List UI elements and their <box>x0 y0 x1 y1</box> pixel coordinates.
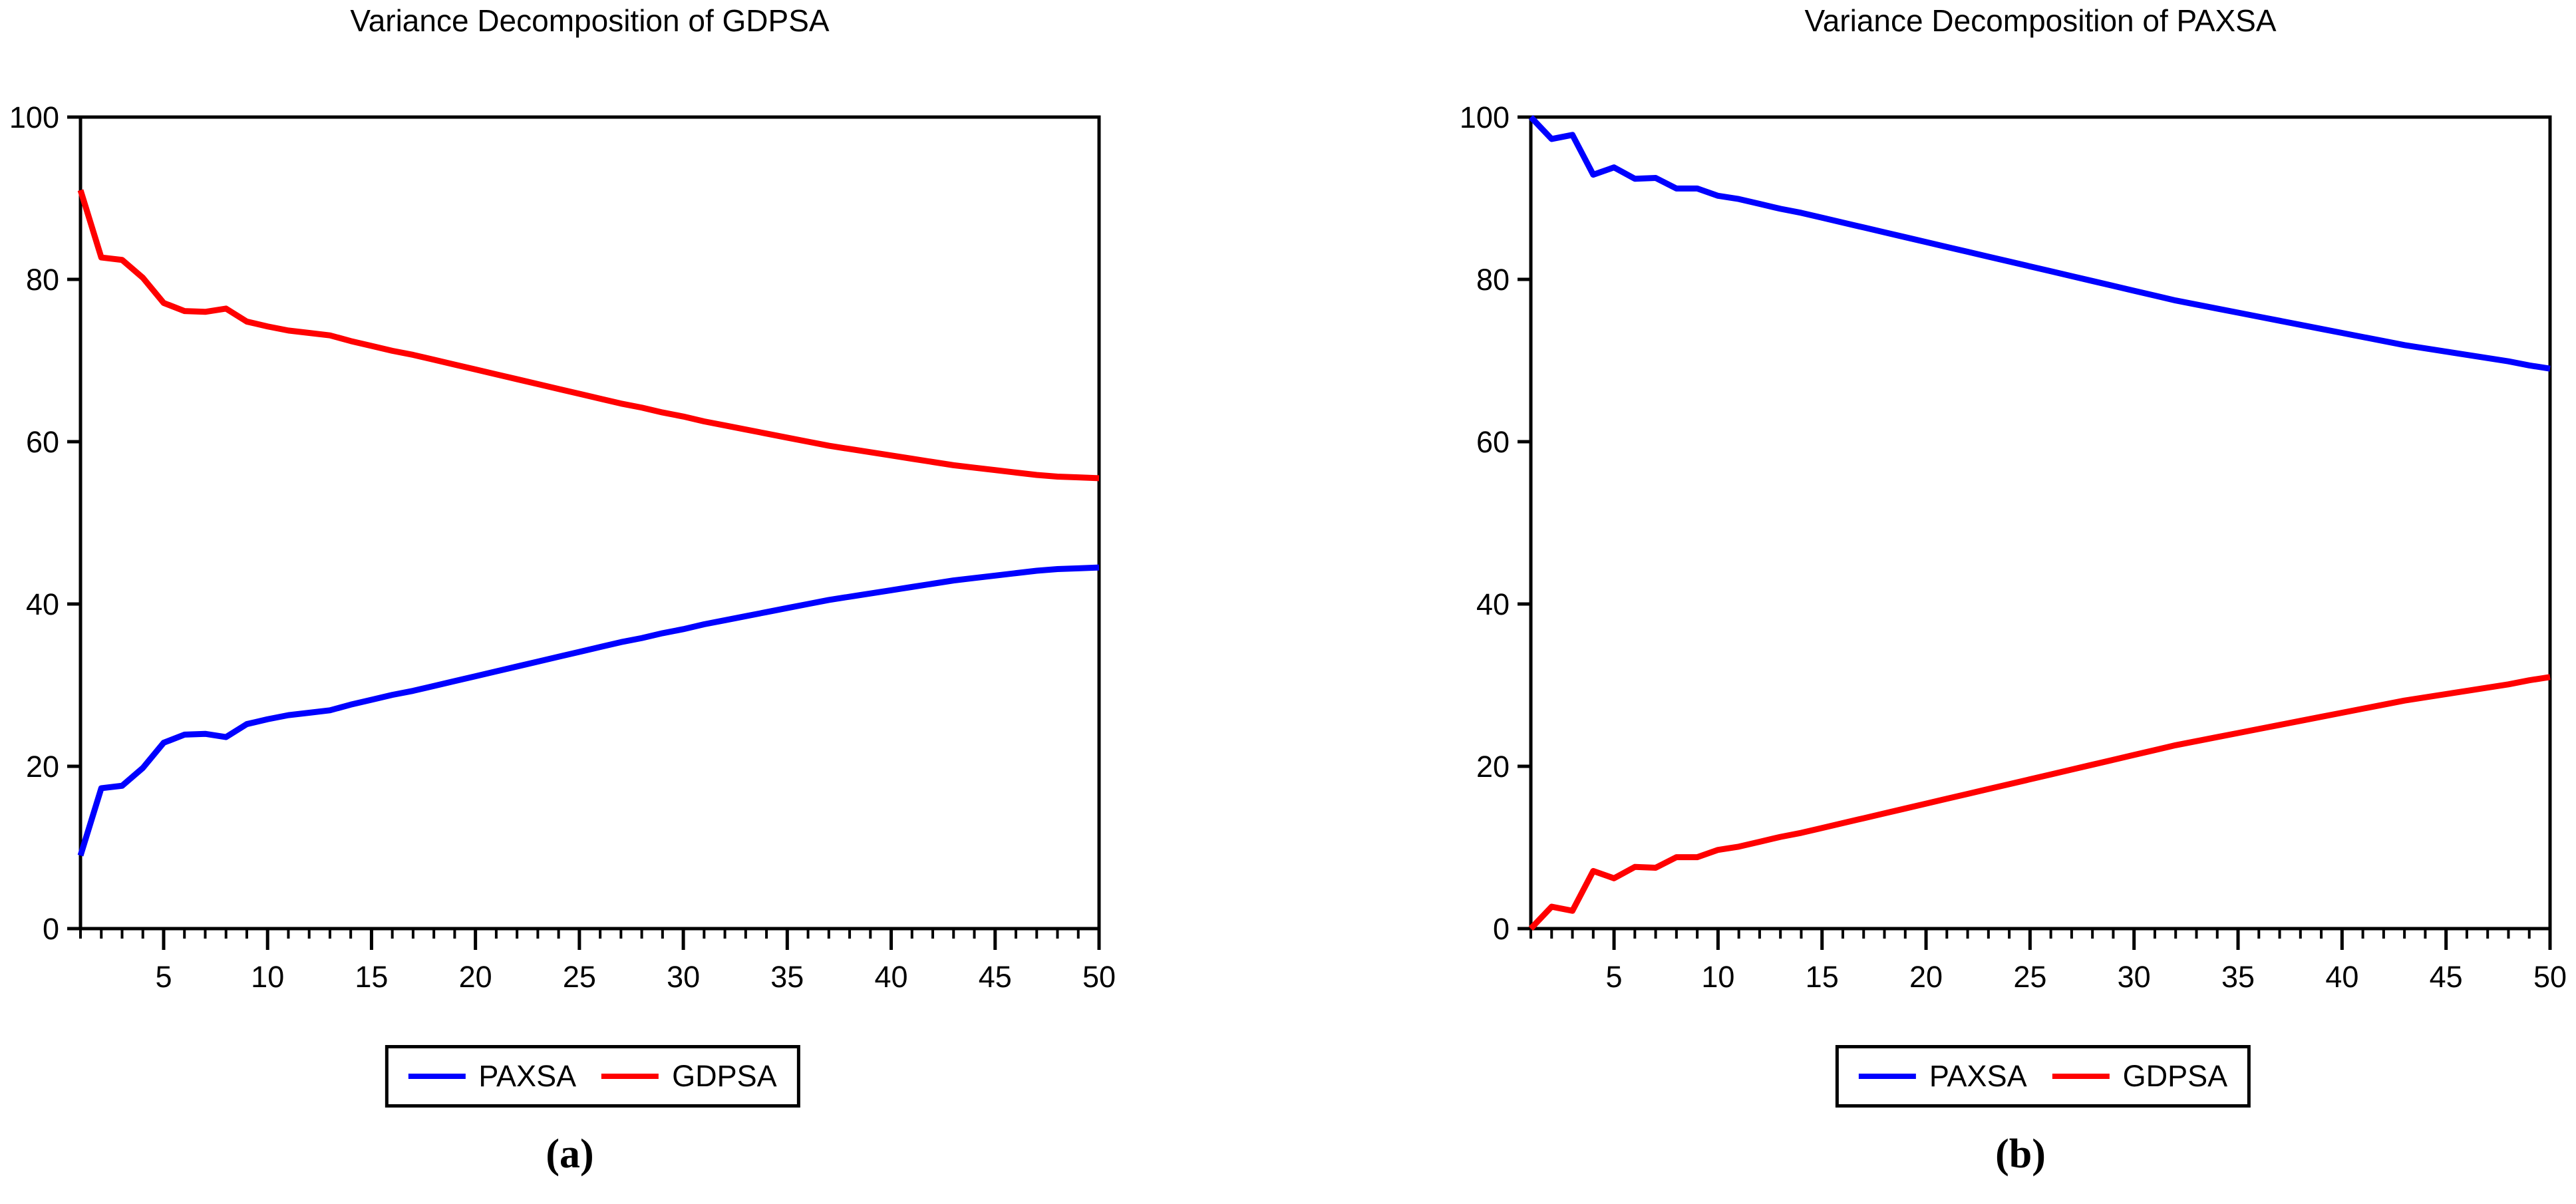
y-axis-label: 60 <box>1476 425 1510 459</box>
legend-label-gdpsa: GDPSA <box>672 1059 777 1093</box>
x-axis-label: 5 <box>1606 960 1623 994</box>
y-axis-label: 20 <box>26 750 59 784</box>
gdpsa-line <box>1528 674 2551 931</box>
legend-label-paxsa: PAXSA <box>478 1059 577 1093</box>
x-axis-label: 5 <box>155 960 172 994</box>
y-axis-label: 80 <box>1476 263 1510 297</box>
x-axis-label: 30 <box>2118 960 2151 994</box>
y-axis-label: 40 <box>1476 587 1510 621</box>
x-axis-label: 25 <box>2013 960 2046 994</box>
x-axis-label: 50 <box>1082 960 1116 994</box>
plot-area-paxsa: 0 20 40 60 80 100 5 10 15 20 25 30 35 40 45 50 <box>1460 100 2567 994</box>
paxsa-line-swatch <box>408 1074 466 1079</box>
x-axis-label: 25 <box>563 960 596 994</box>
gdpsa-line-swatch <box>2052 1074 2110 1079</box>
y-axis-label: 80 <box>26 263 59 297</box>
legend-item-gdpsa: GDPSA <box>601 1059 777 1094</box>
subfigure-caption-b: (b) <box>1995 1131 2046 1177</box>
y-axis-label: 100 <box>1460 100 1510 134</box>
paxsa-line-swatch <box>1858 1074 1916 1079</box>
x-axis-label: 15 <box>1806 960 1839 994</box>
legend-item-paxsa: PAXSA <box>1858 1059 2027 1094</box>
x-axis-label: 20 <box>1909 960 1943 994</box>
legend-label-paxsa: PAXSA <box>1929 1059 2027 1093</box>
x-axis-label: 10 <box>1701 960 1734 994</box>
y-axis-label: 100 <box>9 100 59 134</box>
paxsa-line <box>1528 114 2551 372</box>
chart-paxsa: Variance Decomposition of PAXSA 0 20 40 60 8… <box>1288 0 2576 1204</box>
x-axis-label: 10 <box>251 960 284 994</box>
x-axis-label: 35 <box>2221 960 2255 994</box>
y-axis-label: 20 <box>1476 750 1510 784</box>
legend-paxsa: PAXSA GDPSA <box>1835 1045 2251 1108</box>
x-axis-label: 40 <box>2325 960 2358 994</box>
x-axis-label: 45 <box>2430 960 2463 994</box>
legend-item-gdpsa: GDPSA <box>2052 1059 2228 1094</box>
x-axis-label: 35 <box>770 960 804 994</box>
chart-title-paxsa: Variance Decomposition of PAXSA <box>1804 3 2277 38</box>
plot-frame <box>79 115 1101 931</box>
gdpsa-line-swatch <box>601 1074 659 1079</box>
x-axis-label: 50 <box>2533 960 2567 994</box>
y-axis-label: 40 <box>26 587 59 621</box>
plot-frame <box>1529 115 2552 931</box>
x-axis-label: 20 <box>459 960 492 994</box>
paxsa-line <box>77 564 1100 857</box>
legend-item-paxsa: PAXSA <box>408 1059 576 1094</box>
x-axis-label: 45 <box>979 960 1012 994</box>
y-axis-label: 60 <box>26 425 59 459</box>
chart-title-gdpsa: Variance Decomposition of GDPSA <box>350 3 830 38</box>
x-axis-label: 15 <box>355 960 388 994</box>
chart-gdpsa: Variance Decomposition of GDPSA 0 20 40 60 8… <box>9 3 1116 1177</box>
subfigure-caption-a: (a) <box>546 1131 594 1177</box>
x-axis-label: 40 <box>875 960 908 994</box>
legend-gdpsa: PAXSA GDPSA <box>385 1045 800 1108</box>
plot-area-gdpsa: 0 20 40 60 80 100 5 10 15 20 25 30 35 40 45 50 <box>9 100 1116 994</box>
legend-label-gdpsa: GDPSA <box>2122 1059 2228 1093</box>
y-axis-label: 0 <box>43 912 59 946</box>
x-axis-label: 30 <box>667 960 700 994</box>
gdpsa-line <box>77 189 1100 482</box>
y-axis-label: 0 <box>1493 912 1510 946</box>
